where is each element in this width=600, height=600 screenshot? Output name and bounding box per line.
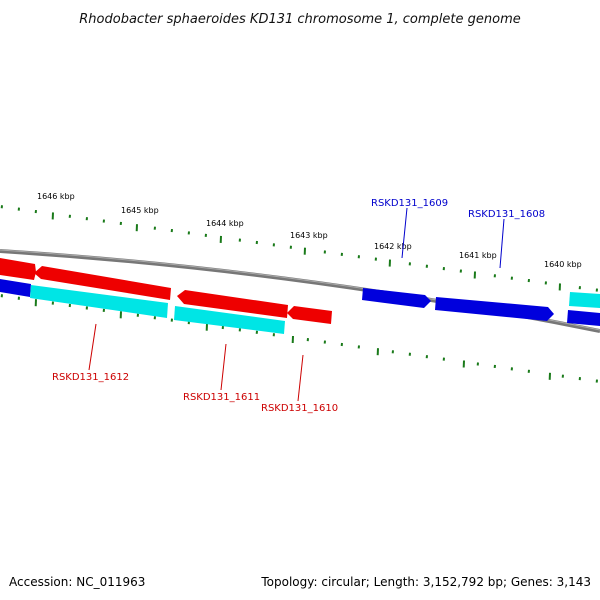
kbp-label-1644: 1644 kbp — [206, 219, 244, 228]
gene-label-rskd131-1610: RSKD131_1610 — [261, 403, 338, 414]
map-title: Rhodobacter sphaeroides KD131 chromosome… — [79, 12, 520, 27]
leader-line-rskd131-1608 — [499, 218, 505, 269]
cds-arrow-rskd131-1607 — [567, 310, 600, 326]
genome-summary-text: Topology: circular; Length: 3,152,792 bp… — [260, 575, 591, 589]
cds-arrow-rskd131-1612 — [34, 266, 171, 300]
kbp-label-1640: 1640 kbp — [544, 260, 582, 269]
outer-tick-ring — [0, 205, 598, 292]
cds-arrow-rskd131-1613 — [0, 258, 36, 280]
gene-bar-rskd131-1607 — [569, 292, 600, 308]
reverse-cds-track — [0, 258, 332, 324]
gene-label-rskd131-1611: RSKD131_1611 — [183, 392, 260, 403]
gene-bar-rskd131-1611 — [174, 306, 285, 334]
accession-text: Accession: NC_011963 — [9, 575, 145, 589]
leader-line-rskd131-1611 — [220, 343, 227, 391]
inner-tick-ring — [0, 294, 598, 383]
gene-labels: RSKD131_1609 RSKD131_1608 RSKD131_1612 R… — [52, 198, 545, 414]
gene-label-rskd131-1608: RSKD131_1608 — [468, 209, 545, 220]
kbp-label-1641: 1641 kbp — [459, 251, 497, 260]
kbp-labels: 1646 kbp 1645 kbp 1644 kbp 1643 kbp 1642… — [37, 192, 582, 269]
cds-arrow-rskd131-1608 — [435, 297, 554, 321]
gene-track — [30, 285, 600, 334]
cds-arrow-rskd131-1613-partial — [0, 279, 31, 297]
leader-line-rskd131-1612 — [88, 323, 97, 371]
cds-arrow-rskd131-1611 — [177, 290, 288, 318]
forward-cds-track — [0, 279, 600, 326]
gene-label-rskd131-1612: RSKD131_1612 — [52, 372, 129, 383]
kbp-label-1642: 1642 kbp — [374, 242, 412, 251]
kbp-label-1646: 1646 kbp — [37, 192, 75, 201]
kbp-label-1645: 1645 kbp — [121, 206, 159, 215]
cds-arrow-rskd131-1609 — [362, 288, 431, 308]
leader-line-rskd131-1609 — [401, 207, 408, 259]
gene-label-rskd131-1609: RSKD131_1609 — [371, 198, 448, 209]
gene-bar-rskd131-1612 — [30, 285, 168, 318]
leader-line-rskd131-1610 — [297, 354, 304, 402]
kbp-label-1643: 1643 kbp — [290, 231, 328, 240]
cds-arrow-rskd131-1610 — [287, 306, 332, 324]
